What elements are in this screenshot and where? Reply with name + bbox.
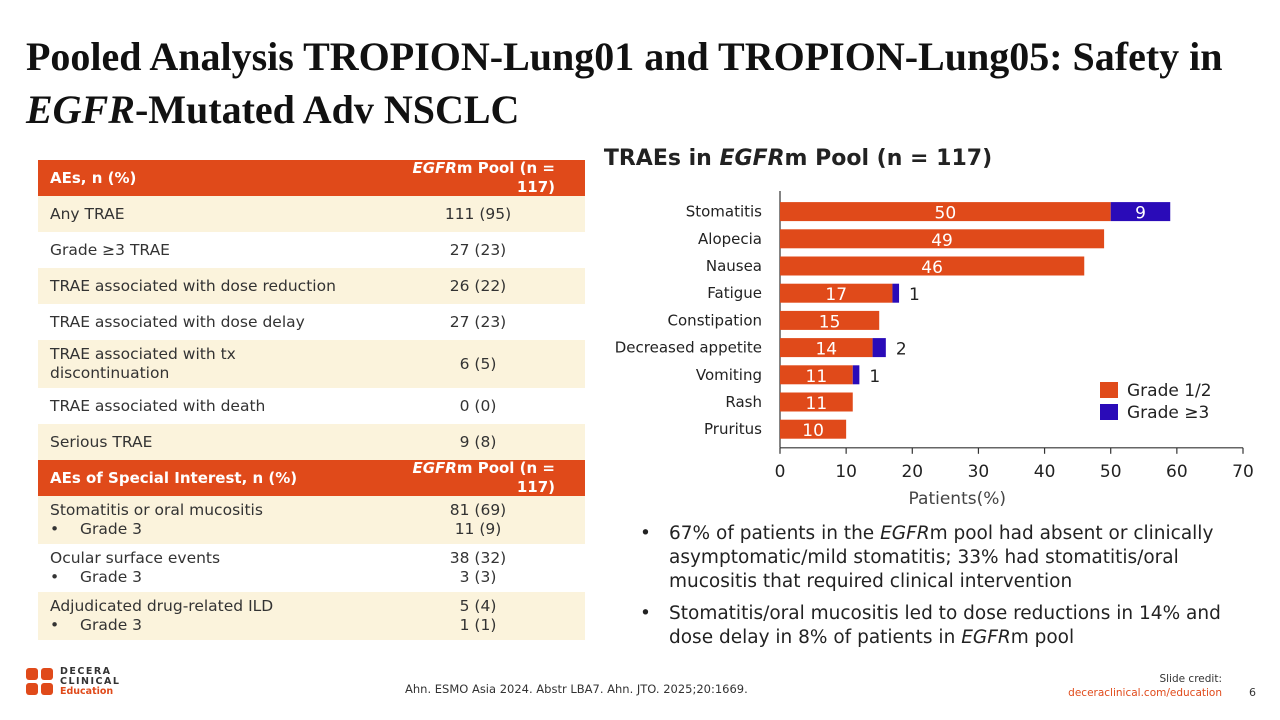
table-row: TRAE associated with dose delay 27 (23) — [38, 304, 585, 340]
legend-label: Grade 1/2 — [1127, 381, 1212, 401]
table-row: Stomatitis or oral mucositis • Grade 3 81 … — [38, 496, 585, 544]
bar-grade-1-2 — [780, 365, 853, 385]
bar-grade-1-2 — [780, 338, 873, 358]
x-tick-label: 50 — [1100, 462, 1122, 482]
header-col-label: AEs, n (%) — [50, 168, 137, 187]
decera-logo: DECERA CLINICAL Education — [26, 667, 120, 697]
table-row: TRAE associated with dose reduction 26 (2… — [38, 268, 585, 304]
category-label: Rash — [725, 393, 762, 411]
bar-grade-3 — [872, 338, 886, 358]
bar-grade-1-2 — [780, 392, 853, 412]
table-row: Any TRAE 111 (95) — [38, 196, 585, 232]
data-label-grade-3: 9 — [1135, 204, 1146, 224]
data-label-grade-1-2: 11 — [806, 367, 828, 387]
data-label-grade-1-2: 17 — [825, 285, 847, 305]
category-label: Fatigue — [707, 284, 762, 302]
x-axis-title: Patients(%) — [909, 489, 1006, 509]
x-tick-label: 0 — [775, 462, 786, 482]
note-item: • Stomatitis/oral mucositis led to dose r… — [640, 603, 1221, 648]
table-row: Grade ≥3 TRAE 27 (23) — [38, 232, 585, 268]
x-tick-label: 20 — [901, 462, 923, 482]
data-label-grade-1-2: 14 — [815, 340, 837, 360]
bar-grade-3 — [1110, 202, 1171, 222]
category-label: Stomatitis — [686, 203, 762, 221]
special-interest-header: AEs of Special Interest, n (%) EGFRm Poo… — [38, 459, 585, 496]
data-label-grade-1-2: 10 — [802, 421, 824, 441]
category-label: Decreased appetite — [615, 339, 762, 357]
data-label-grade-1-2: 50 — [935, 204, 957, 224]
table-row: TRAE associated with tx discontinuation 6… — [38, 340, 585, 388]
x-tick-label: 10 — [835, 462, 857, 482]
safety-table: AEs, n (%) EGFRm Pool (n = 117) Any TRAE… — [38, 159, 585, 640]
x-tick-label: 40 — [1034, 462, 1056, 482]
category-label: Alopecia — [698, 230, 762, 248]
trae-bar-chart: 0 10 20 30 40 50 60 70 Patients(%) Stomatitis 50 9 A… — [615, 191, 1254, 509]
chart-title: TRAEs in EGFRm Pool (n = 117) — [603, 146, 993, 171]
x-tick-label: 30 — [968, 462, 990, 482]
data-label-grade-1-2: 46 — [921, 258, 943, 278]
data-label-grade-3: 1 — [909, 285, 920, 305]
legend-label: Grade ≥3 — [1127, 403, 1209, 423]
table-header: AEs, n (%) EGFRm Pool (n = 117) — [38, 159, 585, 196]
x-tick-label: 60 — [1166, 462, 1188, 482]
slide-title: Pooled Analysis TROPION-Lung01 and TROPI… — [26, 34, 1223, 132]
table-row: Adjudicated drug-related ILD • Grade 3 5 (… — [38, 592, 585, 640]
data-label-grade-3: 1 — [869, 367, 880, 387]
table-row: Ocular surface events • Grade 3 38 (32) 3 (… — [38, 544, 585, 592]
bar-grade-1-2 — [780, 310, 880, 330]
credit-link[interactable]: deceraclinical.com/education — [1068, 687, 1222, 699]
x-tick-label: 70 — [1232, 462, 1254, 482]
table-row: TRAE associated with death 0 (0) — [38, 388, 585, 424]
category-label: Pruritus — [704, 420, 762, 438]
notes-list: • 67% of patients in the EGFRm pool had a… — [640, 522, 1250, 658]
data-label-grade-1-2: 49 — [931, 231, 953, 251]
legend-swatch — [1100, 404, 1118, 420]
header-col-pool: EGFRm Pool (n = 117) — [412, 159, 555, 196]
category-label: Nausea — [706, 257, 762, 275]
bar-grade-1-2 — [780, 229, 1105, 249]
bar-grade-3 — [892, 283, 900, 303]
category-label: Constipation — [668, 311, 762, 329]
category-label: Vomiting — [696, 366, 762, 384]
logo-mark-icon — [26, 668, 54, 696]
bar-grade-1-2 — [780, 419, 847, 439]
note-item: • 67% of patients in the EGFRm pool had a… — [640, 523, 1214, 592]
bar-grade-1-2 — [780, 283, 893, 303]
legend-swatch — [1100, 382, 1118, 398]
bar-grade-1-2 — [780, 256, 1085, 276]
table-row: Serious TRAE 9 (8) — [38, 424, 585, 460]
page-number: 6 — [1249, 686, 1256, 699]
bar-grade-3 — [852, 365, 860, 385]
data-label-grade-1-2: 11 — [806, 394, 828, 414]
citation: Ahn. ESMO Asia 2024. Abstr LBA7. Ahn. JT… — [405, 682, 748, 696]
data-label-grade-3: 2 — [896, 340, 907, 360]
slide-credit: Slide credit: deceraclinical.com/educati… — [1068, 673, 1222, 699]
bar-grade-1-2 — [780, 202, 1111, 222]
data-label-grade-1-2: 15 — [819, 312, 841, 332]
